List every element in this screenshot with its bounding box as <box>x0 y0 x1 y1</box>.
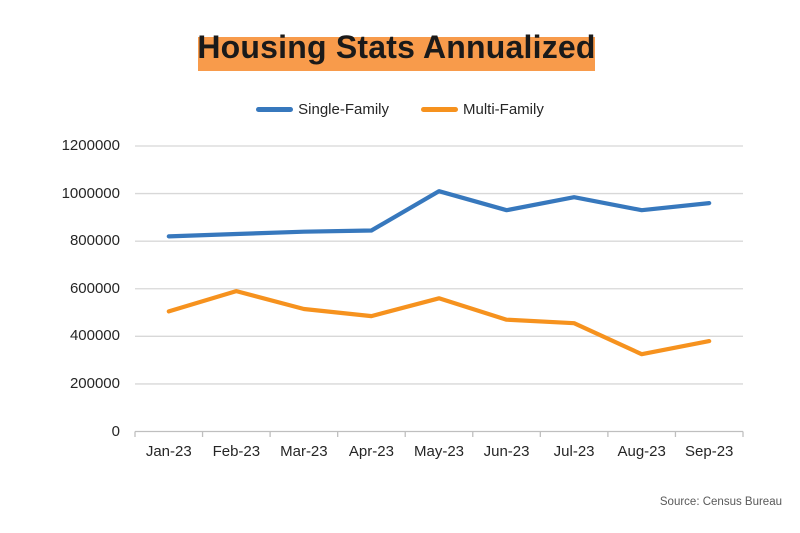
y-axis-label: 0 <box>111 422 120 440</box>
x-axis-label: Mar-23 <box>280 443 328 460</box>
legend-label-single-family: Single-Family <box>298 100 389 118</box>
source-note: Source: Census Bureau <box>659 496 782 508</box>
chart-legend: Single-Family Multi-Family <box>0 99 800 119</box>
title-highlight-band <box>198 37 595 71</box>
series-line-single-family <box>166 189 712 239</box>
x-axis-label: Jun-23 <box>483 443 530 460</box>
chart-title: Housing Stats Annualized <box>197 29 596 65</box>
x-axis-label: Jul-23 <box>553 443 595 460</box>
legend-label-multi-family: Multi-Family <box>463 100 544 118</box>
series-line-multi-family <box>166 289 712 357</box>
legend-item-single-family: Single-Family <box>256 101 389 118</box>
y-axis-label: 400000 <box>69 327 120 345</box>
x-axis-label: Aug-23 <box>617 443 666 460</box>
y-axis-label: 800000 <box>69 232 120 250</box>
x-axis-label: Jan-23 <box>145 443 192 460</box>
x-axis-label: May-23 <box>413 443 465 460</box>
legend-item-multi-family: Multi-Family <box>421 101 544 118</box>
x-axis-label: Feb-23 <box>212 443 261 460</box>
y-axis-label: 600000 <box>69 279 120 297</box>
single-family-line-swatch <box>256 106 294 112</box>
multi-family-line-swatch <box>421 106 458 112</box>
x-axis-label: Sep-23 <box>685 443 734 460</box>
y-axis-label: 200000 <box>69 374 120 392</box>
x-axis-label: Apr-23 <box>348 443 394 460</box>
y-axis-label: 1200000 <box>61 137 120 154</box>
y-axis-label: 1000000 <box>61 184 120 202</box>
